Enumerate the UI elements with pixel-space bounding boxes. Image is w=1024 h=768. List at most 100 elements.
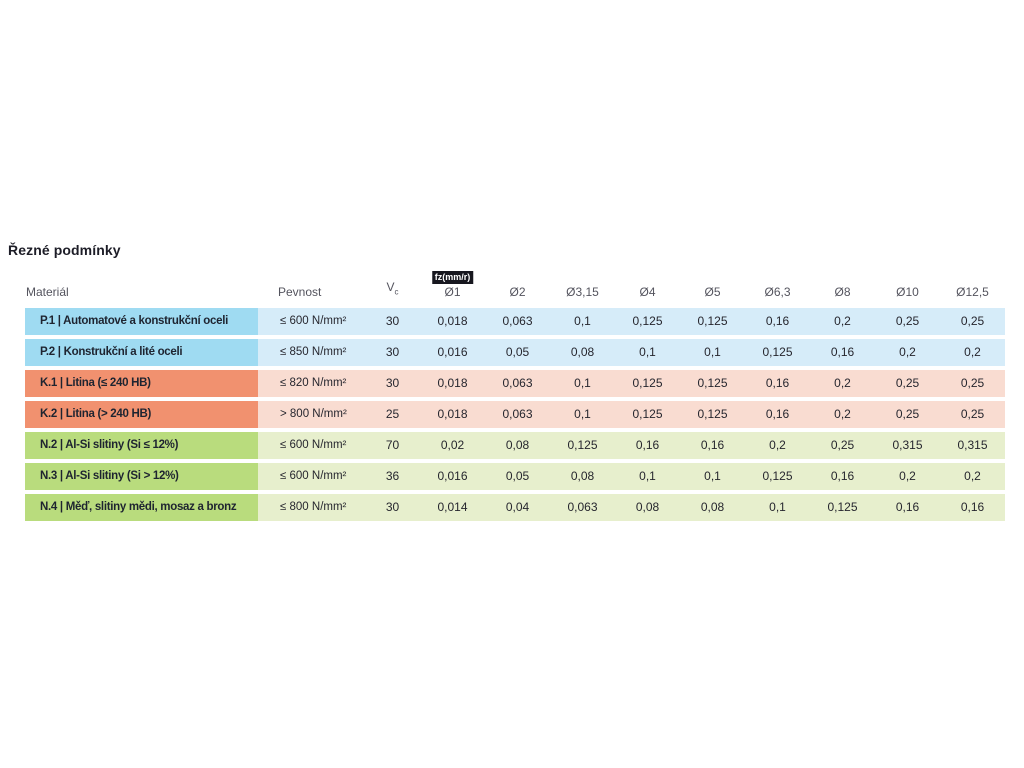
column-header-strength: Pevnost: [278, 285, 322, 299]
feed-value-cell: 0,16: [680, 432, 745, 459]
feed-value-cell: 0,125: [615, 308, 680, 335]
feed-value-cell: 0,018: [420, 370, 485, 397]
strength-cell: ≤ 820 N/mm²: [258, 370, 365, 397]
material-cell: K.1 | Litina (≤ 240 HB): [25, 370, 258, 397]
feed-value-cell: 0,16: [745, 401, 810, 428]
vc-cell: 30: [365, 339, 420, 366]
feed-value-cell: 0,25: [810, 432, 875, 459]
feed-value-cell: 0,018: [420, 401, 485, 428]
feed-value-cell: 0,08: [550, 339, 615, 366]
diameter-label: Ø5: [704, 285, 721, 299]
feed-value-cell: 0,08: [485, 432, 550, 459]
strength-cell: ≤ 600 N/mm²: [258, 432, 365, 459]
page-title: Řezné podmínky: [8, 242, 121, 258]
vc-cell: 70: [365, 432, 420, 459]
feed-value-cell: 0,05: [485, 339, 550, 366]
feed-value-cell: 0,018: [420, 308, 485, 335]
vc-label: V: [386, 279, 395, 294]
column-header-diameter: Ø10: [875, 285, 940, 308]
vc-cell: 30: [365, 494, 420, 521]
strength-cell: ≤ 800 N/mm²: [258, 494, 365, 521]
feed-value-cell: 0,125: [680, 370, 745, 397]
column-header-diameter: Ø6,3: [745, 285, 810, 308]
table-row: N.4 | Měď, slitiny mědi, mosaz a bronz ≤ …: [25, 494, 1005, 521]
feed-value-cell: 0,2: [810, 308, 875, 335]
column-header-diameter: Ø12,5: [940, 285, 1005, 308]
feed-value-cell: 0,08: [680, 494, 745, 521]
feed-value-cell: 0,25: [940, 401, 1005, 428]
feed-value-cell: 0,2: [875, 339, 940, 366]
material-cell: N.3 | Al-Si slitiny (Si > 12%): [25, 463, 258, 490]
feed-value-cell: 0,16: [940, 494, 1005, 521]
feed-value-cell: 0,02: [420, 432, 485, 459]
diameter-label: Ø8: [834, 285, 851, 299]
feed-value-cell: 0,1: [550, 370, 615, 397]
feed-value-cell: 0,125: [680, 308, 745, 335]
diameter-label: Ø6,3: [764, 285, 791, 299]
feed-value-cell: 0,25: [940, 308, 1005, 335]
feed-value-cell: 0,25: [875, 308, 940, 335]
feed-value-cell: 0,063: [550, 494, 615, 521]
diameter-label: Ø1: [444, 285, 461, 299]
vc-cell: 30: [365, 370, 420, 397]
column-header-diameter: fz(mm/r) Ø1: [420, 271, 485, 308]
feed-value-cell: 0,125: [810, 494, 875, 521]
feed-value-cell: 0,063: [485, 308, 550, 335]
feed-value-cell: 0,125: [680, 401, 745, 428]
feed-value-cell: 0,16: [810, 463, 875, 490]
column-header-material: Materiál: [26, 285, 69, 299]
diameter-label: Ø12,5: [956, 285, 989, 299]
material-cell: N.4 | Měď, slitiny mědi, mosaz a bronz: [25, 494, 258, 521]
vc-cell: 25: [365, 401, 420, 428]
table-row: N.3 | Al-Si slitiny (Si > 12%) ≤ 600 N/mm…: [25, 463, 1005, 490]
feed-value-cell: 0,125: [615, 401, 680, 428]
feed-value-cell: 0,1: [550, 308, 615, 335]
column-header-diameter: Ø2: [485, 285, 550, 308]
feed-value-cell: 0,1: [615, 339, 680, 366]
diameter-label: Ø4: [639, 285, 656, 299]
feed-value-cell: 0,2: [940, 463, 1005, 490]
feed-value-cell: 0,125: [745, 463, 810, 490]
material-cell: P.2 | Konstrukční a lité oceli: [25, 339, 258, 366]
feed-value-cell: 0,1: [680, 463, 745, 490]
table-row: N.2 | Al-Si slitiny (Si ≤ 12%) ≤ 600 N/mm…: [25, 432, 1005, 459]
feed-value-cell: 0,16: [810, 339, 875, 366]
column-header-diameter: Ø3,15: [550, 285, 615, 308]
feed-value-cell: 0,08: [615, 494, 680, 521]
strength-cell: ≤ 600 N/mm²: [258, 308, 365, 335]
feed-value-cell: 0,16: [615, 432, 680, 459]
table-row: P.2 | Konstrukční a lité oceli ≤ 850 N/mm…: [25, 339, 1005, 366]
feed-value-cell: 0,1: [615, 463, 680, 490]
vc-cell: 30: [365, 308, 420, 335]
feed-value-cell: 0,16: [745, 370, 810, 397]
feed-value-cell: 0,2: [810, 401, 875, 428]
column-header-vc: Vc: [365, 280, 420, 308]
feed-value-cell: 0,16: [875, 494, 940, 521]
table-body: P.1 | Automatové a konstrukční oceli ≤ 60…: [25, 308, 1005, 521]
feed-value-cell: 0,1: [550, 401, 615, 428]
material-cell: K.2 | Litina (> 240 HB): [25, 401, 258, 428]
feed-value-cell: 0,08: [550, 463, 615, 490]
material-cell: N.2 | Al-Si slitiny (Si ≤ 12%): [25, 432, 258, 459]
feed-value-cell: 0,04: [485, 494, 550, 521]
feed-value-cell: 0,2: [810, 370, 875, 397]
table-row: K.2 | Litina (> 240 HB) > 800 N/mm² 25 0,01…: [25, 401, 1005, 428]
feed-value-cell: 0,05: [485, 463, 550, 490]
feed-value-cell: 0,16: [745, 308, 810, 335]
feed-value-cell: 0,2: [940, 339, 1005, 366]
table-row: P.1 | Automatové a konstrukční oceli ≤ 60…: [25, 308, 1005, 335]
table-row: K.1 | Litina (≤ 240 HB) ≤ 820 N/mm² 30 0,01…: [25, 370, 1005, 397]
feed-value-cell: 0,063: [485, 401, 550, 428]
feed-value-cell: 0,125: [615, 370, 680, 397]
feed-value-cell: 0,125: [745, 339, 810, 366]
cutting-conditions-table: Materiál Pevnost Vc fz(mm/r) Ø1 Ø2 Ø3,15 Ø4 Ø…: [25, 271, 1005, 525]
feed-value-cell: 0,063: [485, 370, 550, 397]
column-header-diameter: Ø5: [680, 285, 745, 308]
strength-cell: > 800 N/mm²: [258, 401, 365, 428]
feed-value-cell: 0,1: [680, 339, 745, 366]
feed-value-cell: 0,2: [745, 432, 810, 459]
feed-value-cell: 0,1: [745, 494, 810, 521]
feed-value-cell: 0,315: [940, 432, 1005, 459]
feed-value-cell: 0,25: [875, 401, 940, 428]
